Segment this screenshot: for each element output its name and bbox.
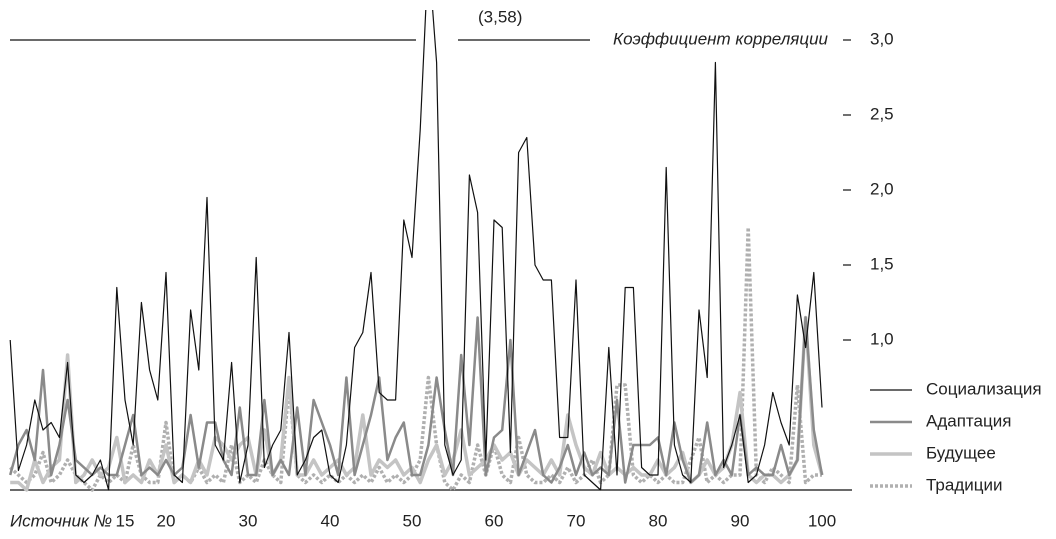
x-tick-label: 90 <box>731 511 750 530</box>
legend-label: Социализация <box>926 379 1042 398</box>
y-axis-title: Коэффициент корреляции <box>613 29 828 48</box>
legend-label: Будущее <box>926 443 996 462</box>
legend-label: Традиции <box>926 475 1002 494</box>
x-tick-label: 15 <box>116 511 135 530</box>
legend-label: Адаптация <box>926 411 1011 430</box>
x-tick-label: 50 <box>403 511 422 530</box>
y-tick-label: 1,0 <box>870 329 894 348</box>
series-line <box>8 316 824 484</box>
x-tick-label: 30 <box>239 511 258 530</box>
x-tick-label: 20 <box>157 511 176 530</box>
y-tick-label: 2,5 <box>870 104 894 123</box>
x-tick-label: 70 <box>567 511 586 530</box>
x-tick-label: 80 <box>649 511 668 530</box>
peak-annotation: (3,58) <box>478 7 522 26</box>
plot-area <box>8 10 824 492</box>
y-tick-label: 1,5 <box>870 254 894 273</box>
x-tick-label: 100 <box>808 511 836 530</box>
y-tick-label: 2,0 <box>870 179 894 198</box>
x-tick-label: 40 <box>321 511 340 530</box>
x-axis-title: Источник № <box>10 511 112 530</box>
x-tick-label: 60 <box>485 511 504 530</box>
series-line <box>9 225 822 492</box>
series-line <box>9 10 823 491</box>
y-tick-label: 3,0 <box>870 29 894 48</box>
